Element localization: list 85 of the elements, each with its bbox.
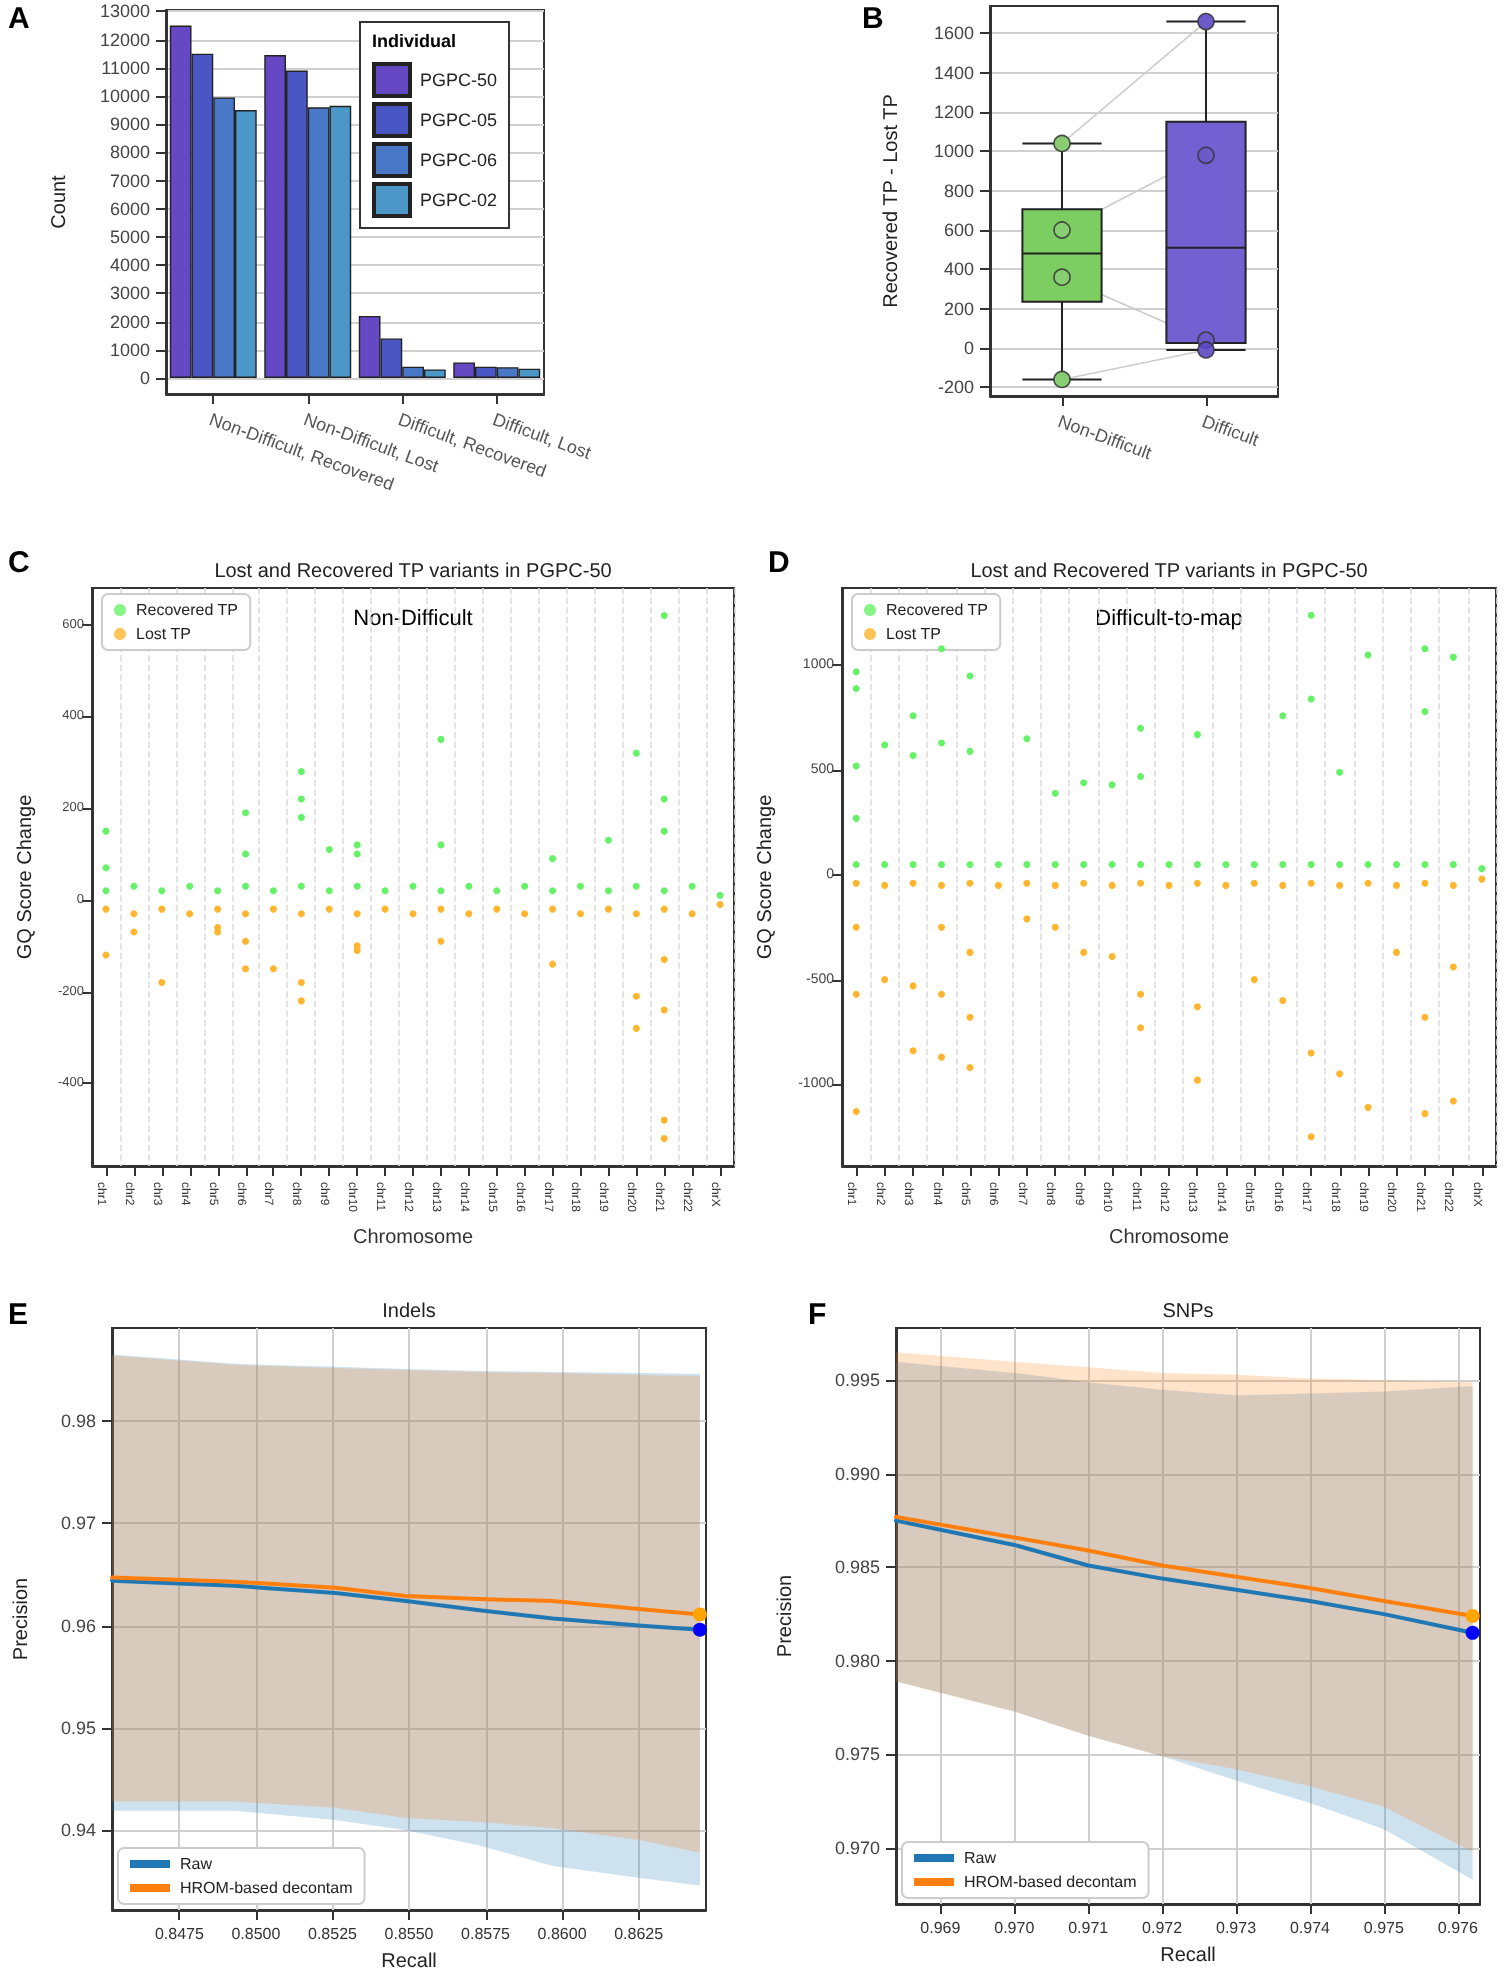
legend-title: Individual — [372, 31, 457, 51]
y-tick-label: 0.995 — [834, 1370, 880, 1391]
x-tick-label: 0.973 — [1216, 1919, 1258, 1937]
y-tick-label: 0.980 — [834, 1650, 880, 1671]
y-tick-label: 8000 — [109, 142, 150, 163]
y-tick-label: 11000 — [101, 57, 150, 78]
x-tick-label: 0.8500 — [231, 1925, 282, 1943]
y-tick-label: 10000 — [99, 85, 150, 106]
y-tick-label: 0.975 — [834, 1744, 880, 1765]
legend-label: HROM-based decontam — [964, 1873, 1138, 1891]
y-axis-title: GQ Score Change — [755, 793, 778, 960]
x-tick-label: 0.8475 — [154, 1925, 205, 1943]
annotation: Difficult-to-map — [1095, 607, 1243, 631]
y-tick-label: 7000 — [109, 170, 150, 191]
y-tick-label: 1200 — [933, 102, 974, 123]
annotation: Non-Difficult — [353, 607, 473, 631]
y-tick-label: 9000 — [109, 114, 150, 135]
y-tick-label: 0.970 — [834, 1837, 880, 1858]
legend-label: Lost TP — [886, 625, 941, 643]
y-tick-label: 0.97 — [60, 1513, 96, 1534]
legend-label: Recovered TP — [136, 601, 238, 619]
chart-title: Indels — [382, 1301, 436, 1323]
y-tick-label: 6000 — [109, 198, 150, 219]
chart-title: Lost and Recovered TP variants in PGPC-50 — [970, 561, 1369, 583]
y-tick-label: 0.96 — [60, 1615, 96, 1636]
x-tick-label: 0.8600 — [537, 1925, 588, 1943]
y-axis-title: Recovered TP - Lost TP — [881, 93, 903, 308]
y-tick-label: 13000 — [99, 1, 150, 22]
legend-label: HROM-based decontam — [180, 1879, 354, 1897]
x-tick-label: 0.970 — [994, 1919, 1036, 1937]
legend-label: Raw — [964, 1849, 997, 1867]
legend-label: Lost TP — [136, 625, 191, 643]
y-tick-label: 0.985 — [834, 1557, 880, 1578]
y-tick-label: 5000 — [109, 226, 150, 247]
y-tick-label: 400 — [943, 259, 974, 280]
x-axis-title: Chromosome — [1108, 1226, 1230, 1249]
legend-label: PGPC-50 — [420, 70, 498, 90]
x-tick-label: 0.8550 — [384, 1925, 435, 1943]
text: D — [768, 546, 790, 580]
legend-label: Recovered TP — [886, 601, 988, 619]
y-tick-label: 600 — [943, 220, 974, 241]
x-axis-title: Chromosome — [352, 1226, 474, 1249]
x-tick-label: 0.975 — [1363, 1919, 1406, 1937]
y-axis-title: Count — [49, 174, 71, 229]
y-tick-label: 1000 — [109, 339, 150, 360]
text: A — [8, 2, 30, 36]
x-axis-title: Recall — [1160, 1944, 1216, 1967]
y-tick-label: 1000 — [933, 141, 974, 162]
x-tick-label: 0.8525 — [307, 1925, 359, 1943]
y-tick-label: 800 — [943, 180, 974, 201]
chart-title: SNPs — [1162, 1301, 1214, 1323]
legend-label: Raw — [180, 1855, 213, 1873]
x-tick-label: 0.972 — [1142, 1919, 1184, 1937]
x-tick-label: 0.8625 — [614, 1925, 665, 1943]
chart-title: Lost and Recovered TP variants in PGPC-50 — [214, 561, 613, 583]
y-tick-label: 1600 — [933, 23, 974, 44]
y-tick-label: 0.990 — [834, 1463, 880, 1484]
text: C — [8, 546, 30, 580]
x-axis-title: Recall — [381, 1950, 437, 1970]
x-tick-label: 0.971 — [1068, 1919, 1110, 1937]
y-axis-title: Precision — [775, 1574, 797, 1658]
y-tick-label: 1400 — [933, 62, 974, 83]
legend-label: PGPC-05 — [420, 110, 498, 130]
text: E — [8, 1298, 29, 1332]
text: F — [808, 1298, 827, 1332]
x-tick-label: 0.976 — [1437, 1919, 1479, 1937]
legend-label: PGPC-06 — [420, 150, 498, 170]
x-tick-label: 0.974 — [1289, 1919, 1332, 1937]
y-tick-label: -200 — [937, 377, 974, 398]
y-tick-label: 200 — [943, 298, 974, 319]
y-axis-title: GQ Score Change — [15, 793, 38, 960]
y-tick-label: 4000 — [109, 255, 150, 276]
x-tick-label: 0.969 — [920, 1919, 962, 1937]
legend-label: PGPC-02 — [420, 190, 498, 210]
y-tick-label: 2000 — [109, 311, 150, 332]
y-tick-label: 0.95 — [60, 1717, 96, 1738]
y-tick-label: 0.98 — [60, 1411, 96, 1432]
y-tick-label: 12000 — [99, 29, 150, 50]
y-axis-title: Precision — [11, 1577, 33, 1661]
x-tick-label: 0.8575 — [461, 1925, 512, 1943]
y-tick-label: 0.94 — [60, 1820, 96, 1841]
y-tick-label: 0 — [963, 338, 974, 359]
text: B — [862, 2, 884, 36]
y-tick-label: 0 — [139, 367, 150, 388]
y-tick-label: 3000 — [109, 283, 150, 304]
